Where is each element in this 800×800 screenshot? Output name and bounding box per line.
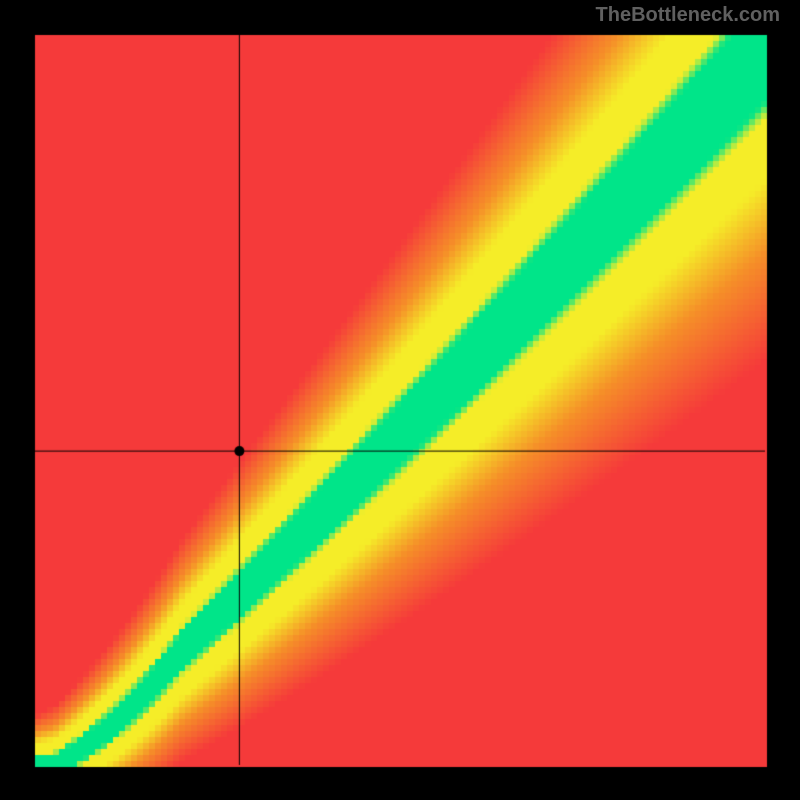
- watermark-text: TheBottleneck.com: [596, 4, 780, 27]
- chart-container: TheBottleneck.com: [0, 0, 800, 800]
- heatmap-canvas: [0, 0, 800, 800]
